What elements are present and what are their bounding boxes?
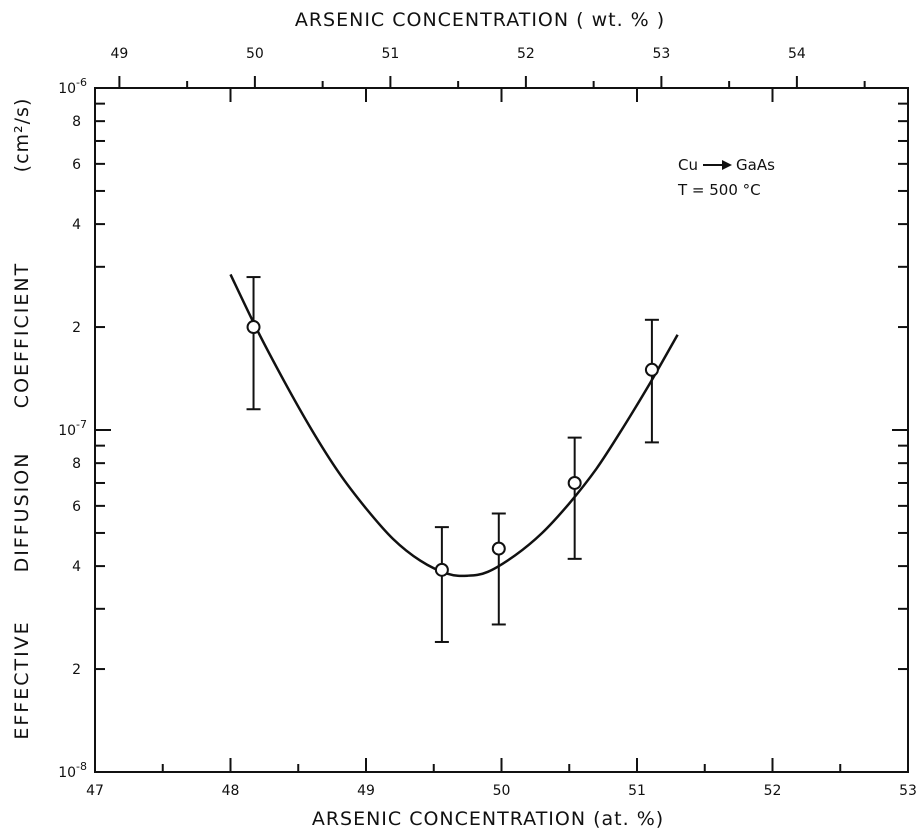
data-point-group [246, 276, 261, 411]
data-points [246, 276, 659, 643]
y-axis-title-word-1: EFFECTIVE [11, 620, 33, 739]
y-tick-label: 10-6 [58, 76, 87, 97]
data-point-group [644, 318, 659, 444]
arrow-icon [722, 160, 732, 170]
x-tick-label: 47 [86, 783, 104, 799]
axis-ticks [94, 76, 909, 773]
data-point-marker [491, 541, 506, 556]
y-minor-tick-label: 4 [72, 217, 81, 233]
data-point-group [491, 512, 506, 626]
top-axis-title: ARSENIC CONCENTRATION ( wt. % ) [295, 9, 665, 31]
y-tick-label: 10-8 [58, 760, 87, 781]
data-point-group [567, 436, 582, 560]
annotation: Cu GaAs T = 500 °C [677, 156, 775, 199]
data-point-marker [644, 362, 659, 377]
y-minor-tick-label: 2 [72, 662, 81, 678]
y-minor-tick-label: 8 [72, 456, 81, 472]
data-point-marker [434, 562, 449, 577]
y-axis-title-units: (cm²/s) [11, 98, 33, 173]
y-axis-title-word-3: COEFFICIENT [11, 262, 33, 408]
y-minor-tick-label: 4 [72, 559, 81, 575]
y-minor-tick-label: 8 [72, 114, 81, 130]
plot-frame [94, 87, 909, 773]
x2-tick-label: 49 [110, 46, 128, 62]
x-tick-label: 50 [493, 783, 511, 799]
annotation-right: GaAs [736, 156, 775, 174]
y-axis-title-word-2: DIFFUSION [11, 452, 33, 573]
y-axis-title: EFFECTIVE DIFFUSION COEFFICIENT (cm²/s) [11, 98, 33, 740]
x-tick-label: 49 [357, 783, 375, 799]
x-tick-label: 48 [222, 783, 240, 799]
data-point-group [434, 526, 449, 643]
bottom-axis-title: ARSENIC CONCENTRATION (at. %) [312, 808, 664, 830]
x-tick-label: 53 [899, 783, 917, 799]
y-minor-tick-label: 6 [72, 157, 81, 173]
y-minor-tick-label: 2 [72, 320, 81, 336]
x2-tick-label: 54 [788, 46, 806, 62]
y-tick-label: 10-7 [58, 418, 87, 439]
x2-tick-label: 52 [517, 46, 535, 62]
data-point-marker [246, 320, 261, 335]
data-point-marker [567, 475, 582, 490]
y-minor-tick-label: 6 [72, 499, 81, 515]
annotation-left: Cu [678, 156, 698, 174]
annotation-temperature: T = 500 °C [677, 181, 761, 199]
x-tick-label: 52 [764, 783, 782, 799]
fit-curve [229, 273, 679, 578]
x2-tick-label: 53 [652, 46, 670, 62]
x-tick-label: 51 [628, 783, 646, 799]
x2-tick-label: 50 [246, 46, 264, 62]
x2-tick-label: 51 [381, 46, 399, 62]
